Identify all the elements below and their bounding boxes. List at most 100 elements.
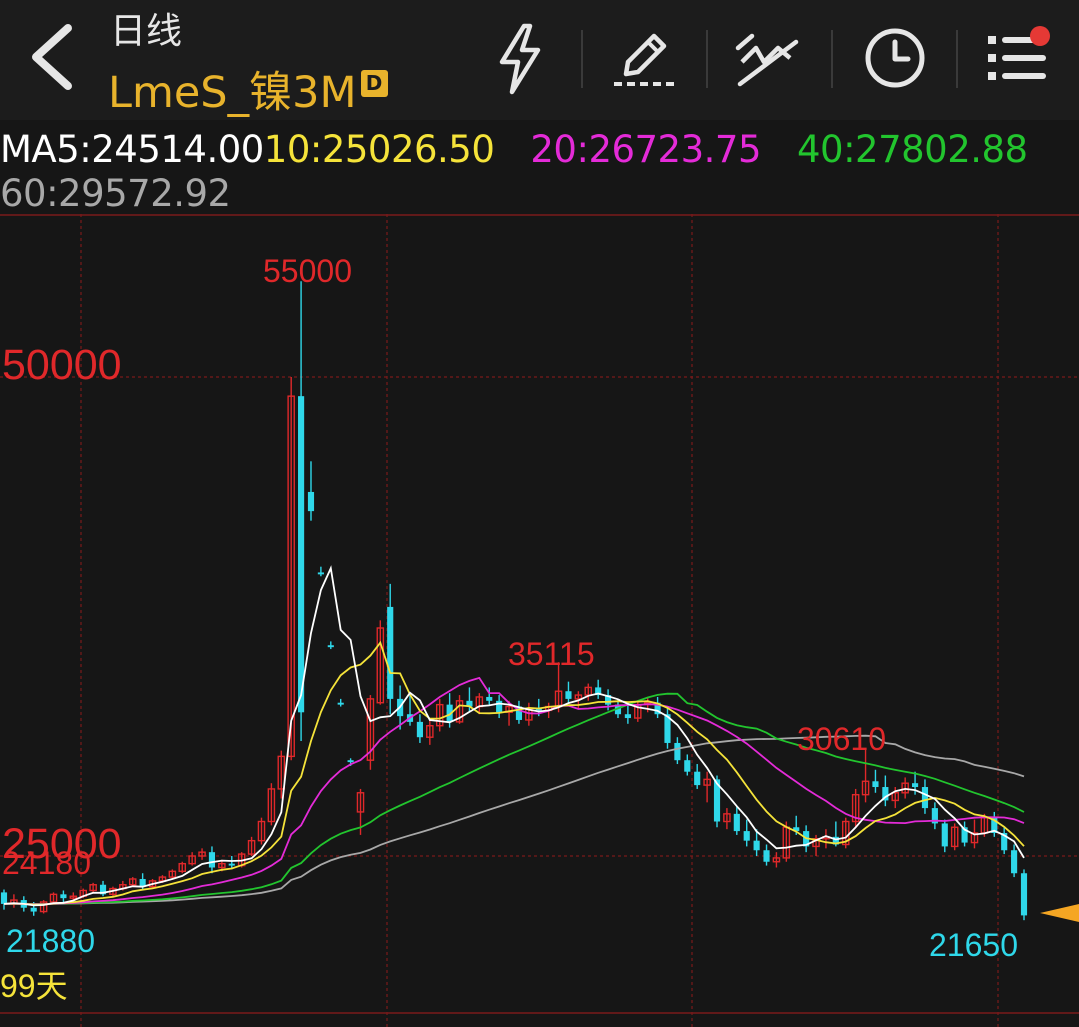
- back-button[interactable]: [22, 20, 92, 95]
- candle: [366, 695, 375, 770]
- menu-icon: [988, 36, 1046, 80]
- high-label: 55000: [263, 253, 352, 289]
- chevron-left-icon: [32, 24, 72, 90]
- candle-body: [872, 781, 879, 788]
- candle: [703, 771, 711, 803]
- candle-body: [605, 695, 612, 705]
- candle-body: [851, 793, 860, 823]
- ma10-line: [3, 640, 1025, 906]
- candle: [337, 698, 344, 707]
- candle-body: [376, 627, 385, 704]
- candle-body: [416, 721, 423, 738]
- candle-body: [574, 694, 583, 700]
- candle-body: [970, 832, 979, 844]
- candle-body: [228, 863, 235, 866]
- candle-body: [39, 901, 48, 913]
- chart-grid: [0, 214, 1079, 1027]
- candle: [287, 377, 295, 761]
- candle: [832, 821, 839, 847]
- candle: [753, 829, 760, 856]
- candle-body: [703, 778, 711, 786]
- candle-body: [911, 783, 919, 788]
- candle-body: [208, 852, 216, 868]
- candle-body: [535, 708, 542, 711]
- candle: [0, 889, 8, 910]
- clock-button[interactable]: [854, 18, 934, 98]
- candle: [298, 281, 305, 742]
- candles-layer: [0, 281, 1028, 921]
- candle: [307, 461, 315, 521]
- candle: [496, 695, 503, 719]
- candle: [654, 696, 661, 719]
- candle-body: [515, 706, 523, 720]
- candle: [455, 695, 464, 724]
- candle: [763, 844, 770, 866]
- indicator-button[interactable]: [728, 18, 808, 98]
- candle: [416, 714, 423, 743]
- candle: [317, 566, 324, 577]
- candle-body: [466, 700, 473, 707]
- candle-body: [218, 862, 226, 869]
- candle-body: [287, 395, 295, 758]
- candle: [961, 821, 968, 847]
- candle-body: [991, 817, 998, 834]
- candle-body: [198, 851, 206, 857]
- candle-body: [89, 884, 97, 892]
- candle-body: [267, 788, 276, 823]
- flash-button[interactable]: [480, 18, 560, 98]
- symbol-title[interactable]: LmeS_镍3M D: [108, 58, 388, 120]
- candle: [247, 836, 256, 856]
- candlestick-chart[interactable]: 50000 25000 55000 35115 30610 24180 2188…: [0, 214, 1079, 1027]
- candle-body: [486, 696, 493, 701]
- candle-body: [763, 850, 770, 862]
- candle: [387, 583, 394, 715]
- candle-body: [674, 742, 681, 761]
- symbol-name: LmeS_镍3M: [108, 68, 357, 118]
- candle: [664, 708, 671, 749]
- candle-body: [337, 702, 344, 705]
- candle: [723, 808, 731, 830]
- candle-body: [694, 771, 701, 786]
- candle-body: [247, 839, 256, 855]
- last-price-marker: [1040, 904, 1079, 922]
- candle: [1001, 827, 1008, 855]
- candle: [772, 852, 781, 868]
- candle: [901, 777, 909, 799]
- ma40-label: 40:27802.88: [796, 128, 1028, 171]
- candle: [466, 687, 473, 713]
- menu-button[interactable]: [978, 18, 1058, 98]
- indicator-icon: [735, 33, 799, 87]
- candle: [872, 769, 879, 793]
- draw-icon: [614, 33, 674, 86]
- toolbar-divider: [831, 30, 833, 88]
- toolbar-divider: [706, 30, 708, 88]
- clock-icon: [865, 28, 925, 88]
- candle-body: [188, 855, 196, 865]
- candle-body: [772, 857, 781, 863]
- candle-body: [257, 820, 266, 842]
- candle-body: [426, 725, 434, 738]
- candle: [486, 687, 493, 705]
- daily-badge: D: [360, 70, 388, 97]
- candle: [188, 852, 196, 866]
- ma20-line: [3, 676, 1025, 906]
- candle: [822, 829, 830, 849]
- candle: [435, 698, 444, 732]
- candle: [812, 834, 820, 856]
- candle-body: [496, 700, 503, 713]
- top-navigation-bar: 日线 LmeS_镍3M D: [0, 0, 1079, 120]
- ma5-label: MA5:24514.00: [0, 128, 264, 171]
- toolbar-divider: [956, 30, 958, 88]
- candle-body: [832, 836, 839, 845]
- candle: [89, 882, 97, 893]
- candle-body: [950, 826, 959, 848]
- ma40-line: [3, 692, 1025, 906]
- candle-body: [1020, 873, 1028, 916]
- candle: [426, 719, 434, 745]
- candle-body: [366, 698, 375, 761]
- ma60-label: 60:29572.92: [0, 172, 231, 215]
- draw-button[interactable]: [604, 18, 684, 98]
- candle: [941, 819, 948, 853]
- candle: [674, 737, 681, 765]
- candle: [595, 679, 602, 699]
